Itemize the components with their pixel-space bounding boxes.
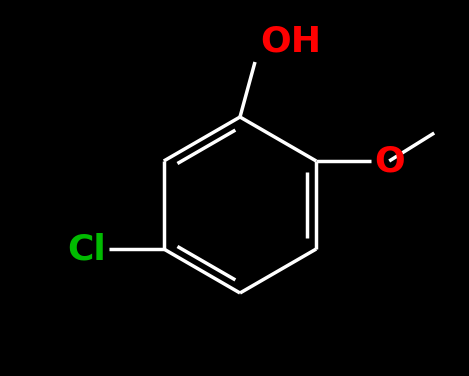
Text: Cl: Cl [67, 232, 106, 266]
Text: OH: OH [260, 25, 321, 59]
Text: O: O [374, 144, 405, 178]
